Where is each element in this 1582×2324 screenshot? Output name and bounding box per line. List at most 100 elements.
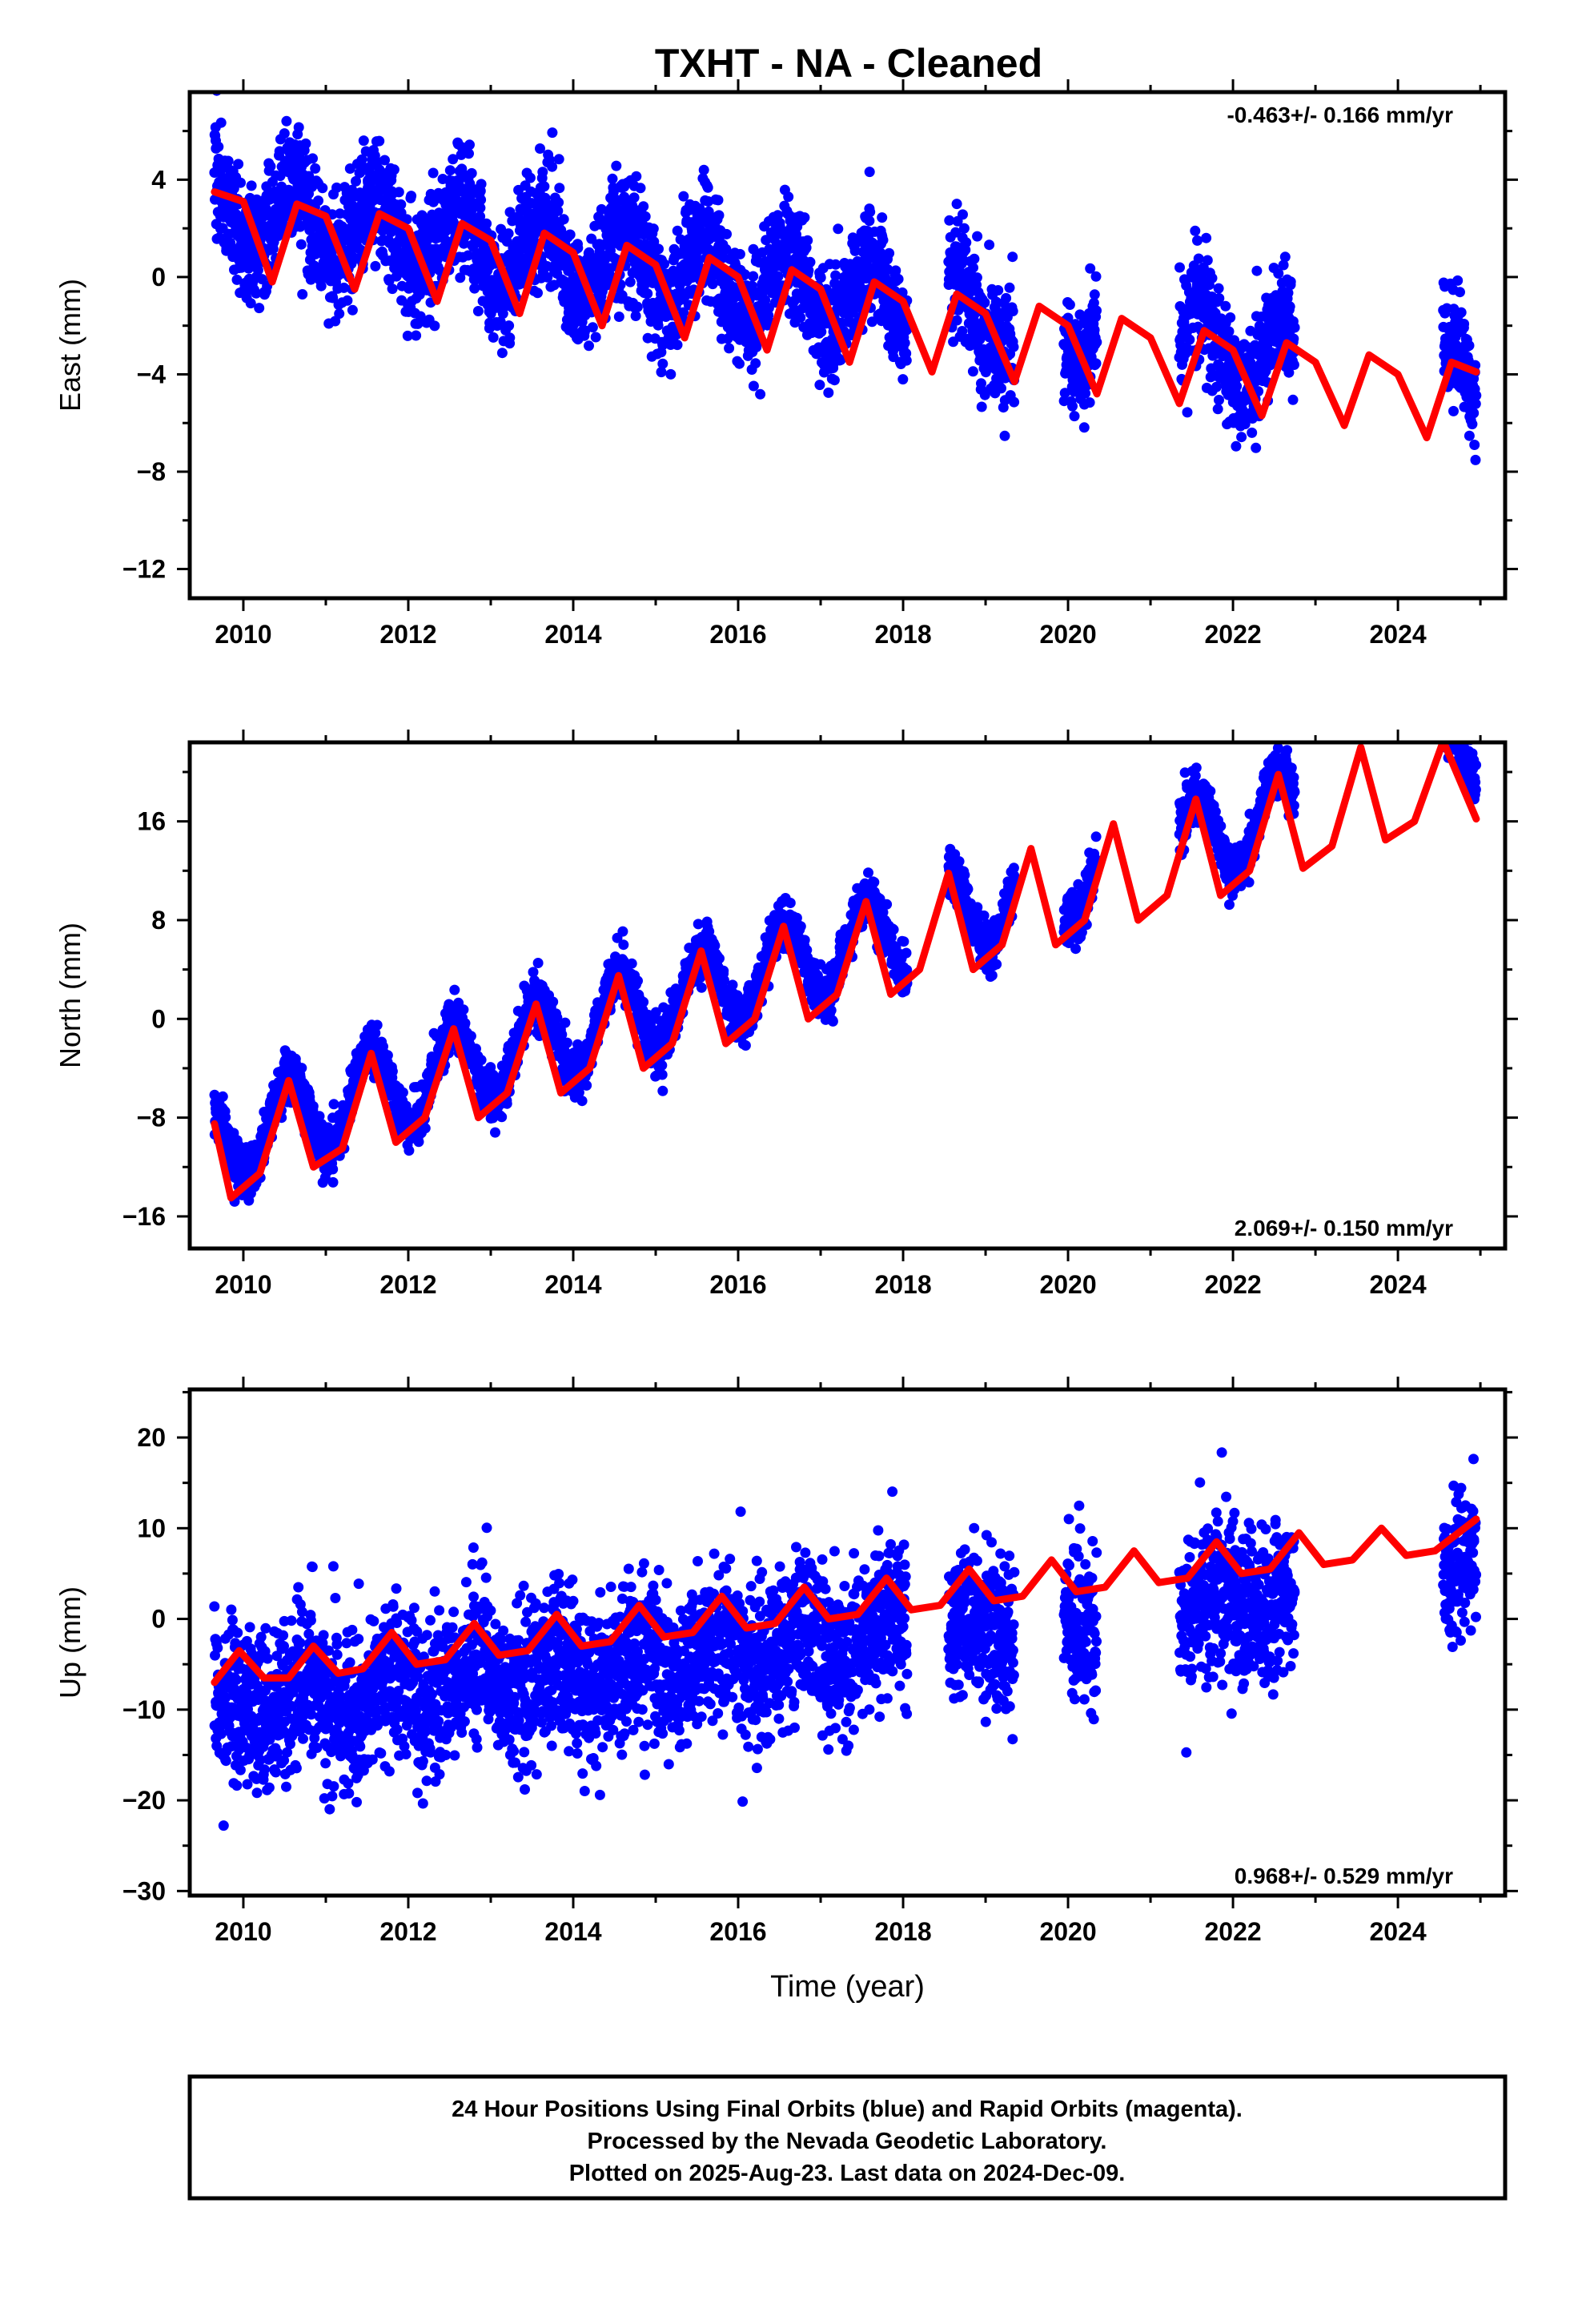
data-point — [805, 256, 816, 267]
data-point — [310, 163, 321, 174]
data-point — [976, 378, 986, 389]
figure-title: TXHT - NA - Cleaned — [655, 41, 1042, 86]
data-point — [428, 167, 439, 179]
y-axis-label: East (mm) — [54, 279, 86, 412]
data-point — [460, 1018, 471, 1029]
data-point — [1182, 407, 1193, 418]
data-point — [999, 430, 1010, 441]
data-point — [631, 171, 642, 182]
data-point — [1288, 360, 1299, 370]
data-point — [524, 172, 536, 183]
data-point — [1231, 440, 1242, 452]
data-point — [750, 358, 761, 369]
data-point — [944, 215, 955, 226]
data-point — [890, 265, 901, 276]
data-point — [653, 243, 664, 255]
data-point — [864, 167, 875, 178]
data-point — [1287, 394, 1299, 405]
data-point — [1201, 232, 1212, 243]
data-point — [1469, 440, 1480, 450]
data-point — [542, 271, 553, 283]
data-point — [1090, 271, 1102, 282]
data-point — [328, 1099, 339, 1110]
data-point — [657, 358, 669, 369]
data-point — [783, 191, 794, 203]
data-point — [387, 283, 398, 295]
data-point — [893, 274, 904, 284]
data-point — [1236, 432, 1247, 443]
data-point — [296, 1063, 307, 1074]
data-point — [553, 197, 564, 208]
data-point — [331, 182, 342, 193]
data-point — [864, 215, 875, 227]
data-point — [1008, 341, 1019, 352]
data-point — [554, 183, 565, 194]
data-point — [1207, 272, 1218, 283]
data-point — [370, 260, 381, 271]
data-point — [830, 270, 841, 281]
data-point — [611, 160, 622, 171]
data-point — [274, 146, 285, 157]
data-point — [1001, 292, 1012, 304]
data-point — [979, 297, 990, 308]
data-point — [463, 250, 474, 261]
data-point — [281, 115, 292, 127]
y-tick-label: −4 — [137, 360, 167, 388]
data-point — [371, 1019, 383, 1031]
data-point — [672, 340, 683, 351]
data-point — [865, 207, 876, 218]
data-point — [558, 214, 569, 225]
data-point — [630, 311, 641, 321]
data-point — [535, 143, 545, 154]
data-point — [496, 348, 508, 359]
data-point — [464, 148, 474, 159]
data-point — [901, 355, 912, 366]
data-point — [1220, 300, 1231, 312]
data-point — [608, 187, 619, 198]
data-point — [223, 155, 234, 167]
data-point — [245, 298, 256, 309]
data-point — [265, 161, 276, 172]
data-point — [1279, 251, 1291, 263]
data-point — [465, 1031, 476, 1042]
data-point — [721, 228, 732, 239]
data-point — [642, 332, 653, 344]
data-point — [596, 203, 607, 215]
data-point — [1007, 251, 1018, 263]
data-point — [746, 280, 757, 292]
data-point — [1251, 442, 1262, 453]
data-point — [1285, 276, 1296, 287]
data-point — [740, 269, 750, 280]
data-point — [327, 1164, 339, 1175]
data-point — [542, 261, 552, 271]
data-point — [584, 340, 594, 352]
data-point — [969, 253, 980, 264]
data-point — [351, 175, 361, 187]
data-point — [976, 401, 987, 412]
data-point — [382, 1050, 393, 1061]
data-point — [958, 223, 970, 234]
data-point — [246, 180, 257, 191]
data-point — [755, 388, 766, 400]
data-point — [802, 235, 813, 246]
data-point — [1212, 404, 1223, 415]
data-point — [1193, 253, 1204, 264]
y-tick-label: 0 — [151, 263, 166, 292]
data-point — [814, 380, 825, 391]
data-point — [1470, 454, 1481, 465]
data-point — [971, 272, 982, 283]
data-point — [401, 214, 412, 225]
data-point — [799, 212, 810, 223]
data-point — [678, 191, 689, 202]
data-point — [961, 237, 972, 248]
data-point — [425, 188, 436, 199]
data-point — [339, 282, 350, 293]
data-point — [816, 326, 827, 337]
y-tick-label: −8 — [137, 457, 166, 486]
data-point — [604, 270, 616, 281]
x-tick-label: 2020 — [1039, 620, 1096, 649]
data-point — [656, 367, 667, 378]
data-point — [990, 296, 1002, 308]
data-point — [1223, 326, 1235, 337]
x-tick-label: 2024 — [1369, 620, 1426, 649]
